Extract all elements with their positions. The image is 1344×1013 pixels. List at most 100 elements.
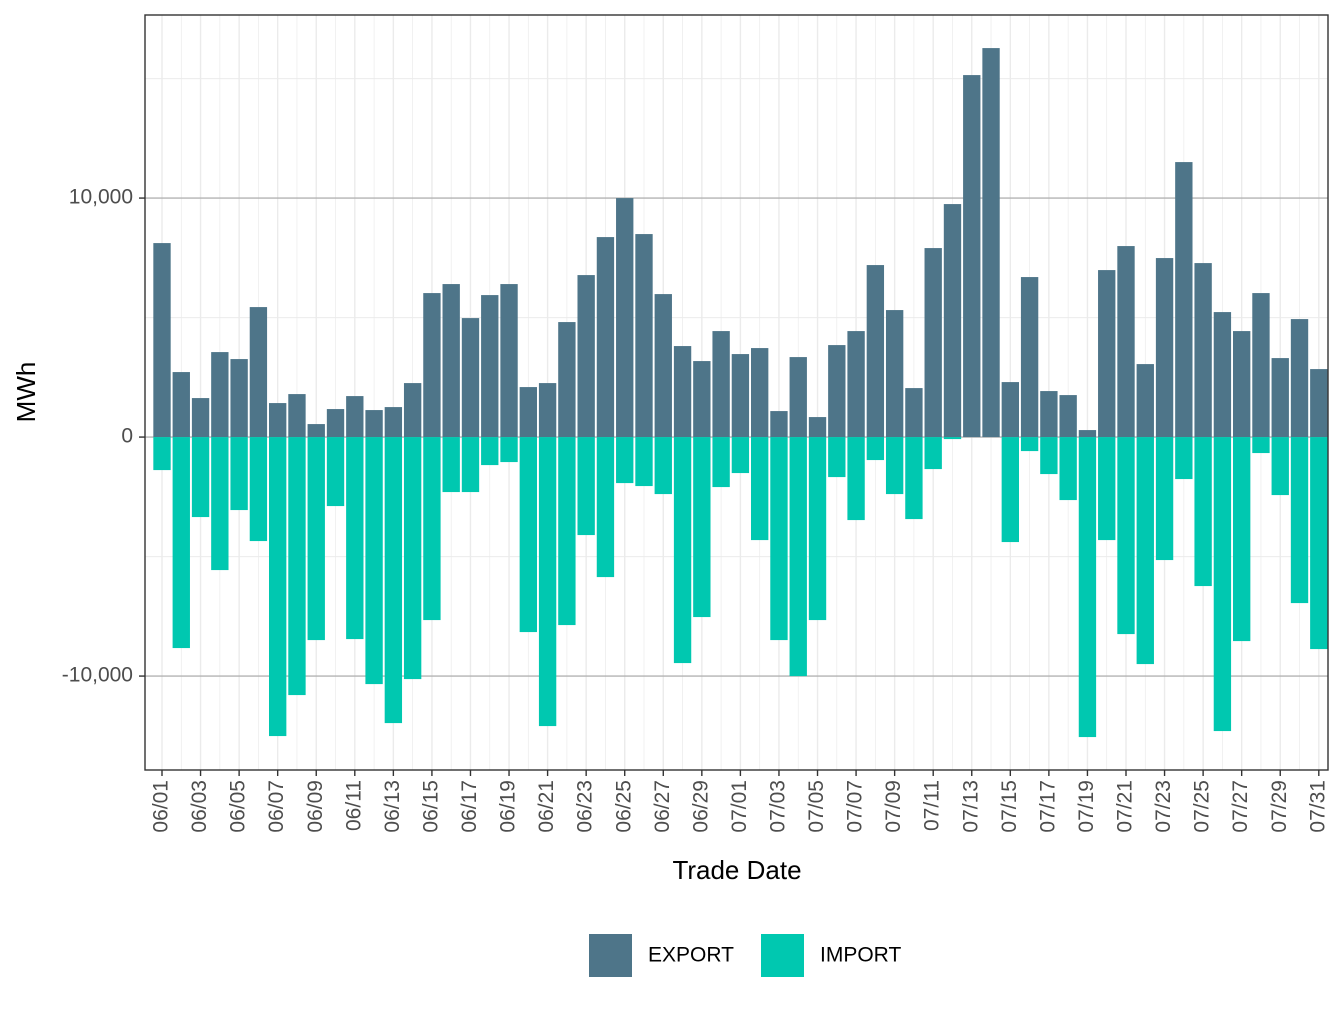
bar (1290, 319, 1309, 438)
x-tick-label: 07/25 (1191, 780, 1214, 833)
x-tick-label: 06/07 (265, 780, 288, 833)
bar (538, 437, 557, 727)
x-tick-label: 06/01 (150, 780, 173, 833)
x-tick-label: 06/13 (381, 780, 404, 833)
bar (519, 437, 537, 633)
bar (1213, 312, 1232, 438)
x-tick-label: 06/15 (419, 780, 442, 833)
bar (693, 437, 711, 618)
bar (1252, 293, 1270, 438)
x-tick-label: 06/25 (612, 780, 635, 833)
bar (558, 322, 576, 438)
bar (770, 437, 788, 641)
legend-label: IMPORT (820, 944, 901, 967)
bar (982, 48, 1000, 438)
bar (1155, 437, 1174, 561)
bar (269, 437, 287, 737)
bar (693, 361, 711, 438)
bar (905, 388, 923, 438)
x-tick-label: 07/03 (767, 780, 790, 833)
panel-border (144, 14, 1329, 771)
bar (866, 437, 885, 461)
bar (365, 437, 383, 685)
bar (481, 437, 499, 466)
x-tick-label: 07/19 (1075, 780, 1098, 833)
bar (654, 294, 672, 438)
bar (789, 437, 807, 677)
bar (596, 237, 615, 438)
x-tick-label: 07/05 (805, 780, 828, 833)
x-tick-label: 07/29 (1268, 780, 1291, 833)
bar (1310, 369, 1328, 438)
x-tick-label: 07/15 (998, 780, 1021, 833)
y-tick-label: 0 (121, 425, 133, 448)
bar (943, 437, 962, 440)
bar (1059, 395, 1077, 438)
bar (1098, 270, 1116, 438)
x-tick-label: 06/05 (227, 780, 250, 833)
bar (307, 437, 325, 641)
bar (751, 437, 769, 541)
bar (596, 437, 615, 578)
bar (1194, 263, 1212, 438)
x-axis-title: Trade Date (672, 855, 801, 885)
y-axis-title: MWh (11, 362, 41, 423)
bar (866, 265, 885, 438)
bar (249, 437, 268, 542)
bar (885, 310, 904, 438)
bar (230, 437, 248, 511)
bar (442, 284, 460, 438)
bar (924, 437, 942, 470)
bar (1001, 382, 1019, 438)
legend-swatch (761, 934, 804, 977)
bar (269, 403, 287, 438)
x-tick-label: 06/03 (188, 780, 211, 833)
bar (461, 318, 480, 438)
bar (1155, 258, 1174, 438)
bar (191, 398, 210, 438)
bar (423, 293, 441, 438)
bar (172, 437, 190, 649)
bar (731, 354, 750, 438)
y-tick-label: 10,000 (69, 186, 133, 209)
x-tick-label: 07/27 (1229, 780, 1252, 833)
bar (731, 437, 750, 474)
bar (885, 437, 904, 495)
x-tick-label: 07/13 (959, 780, 982, 833)
bar (577, 437, 595, 536)
bar (288, 394, 306, 438)
bar (153, 437, 171, 471)
x-tick-label: 06/09 (304, 780, 327, 833)
bar (384, 407, 403, 438)
bar (500, 284, 518, 438)
x-tick-label: 07/21 (1114, 780, 1137, 833)
x-tick-label: 06/27 (651, 780, 674, 833)
bar (365, 410, 383, 438)
bar (673, 346, 692, 438)
bar (172, 372, 190, 438)
bar (191, 437, 210, 518)
x-tick-label: 06/11 (342, 780, 365, 831)
bar (751, 348, 769, 438)
bar (924, 248, 942, 438)
y-tick-label: -10,000 (62, 664, 133, 687)
bar (403, 437, 422, 680)
bar (1078, 430, 1097, 438)
bar (712, 437, 730, 488)
bar (153, 243, 171, 438)
bar (1175, 162, 1193, 438)
bar (326, 437, 345, 507)
bar (442, 437, 460, 493)
bar (1252, 437, 1270, 454)
bar (1136, 364, 1154, 438)
bar (635, 234, 653, 438)
bar (1194, 437, 1212, 587)
bar (789, 357, 807, 438)
bar (963, 75, 981, 438)
x-tick-label: 07/09 (882, 780, 905, 833)
x-tick-label: 07/23 (1152, 780, 1175, 833)
bar (712, 331, 730, 438)
bar (346, 437, 364, 640)
bar (943, 204, 962, 438)
